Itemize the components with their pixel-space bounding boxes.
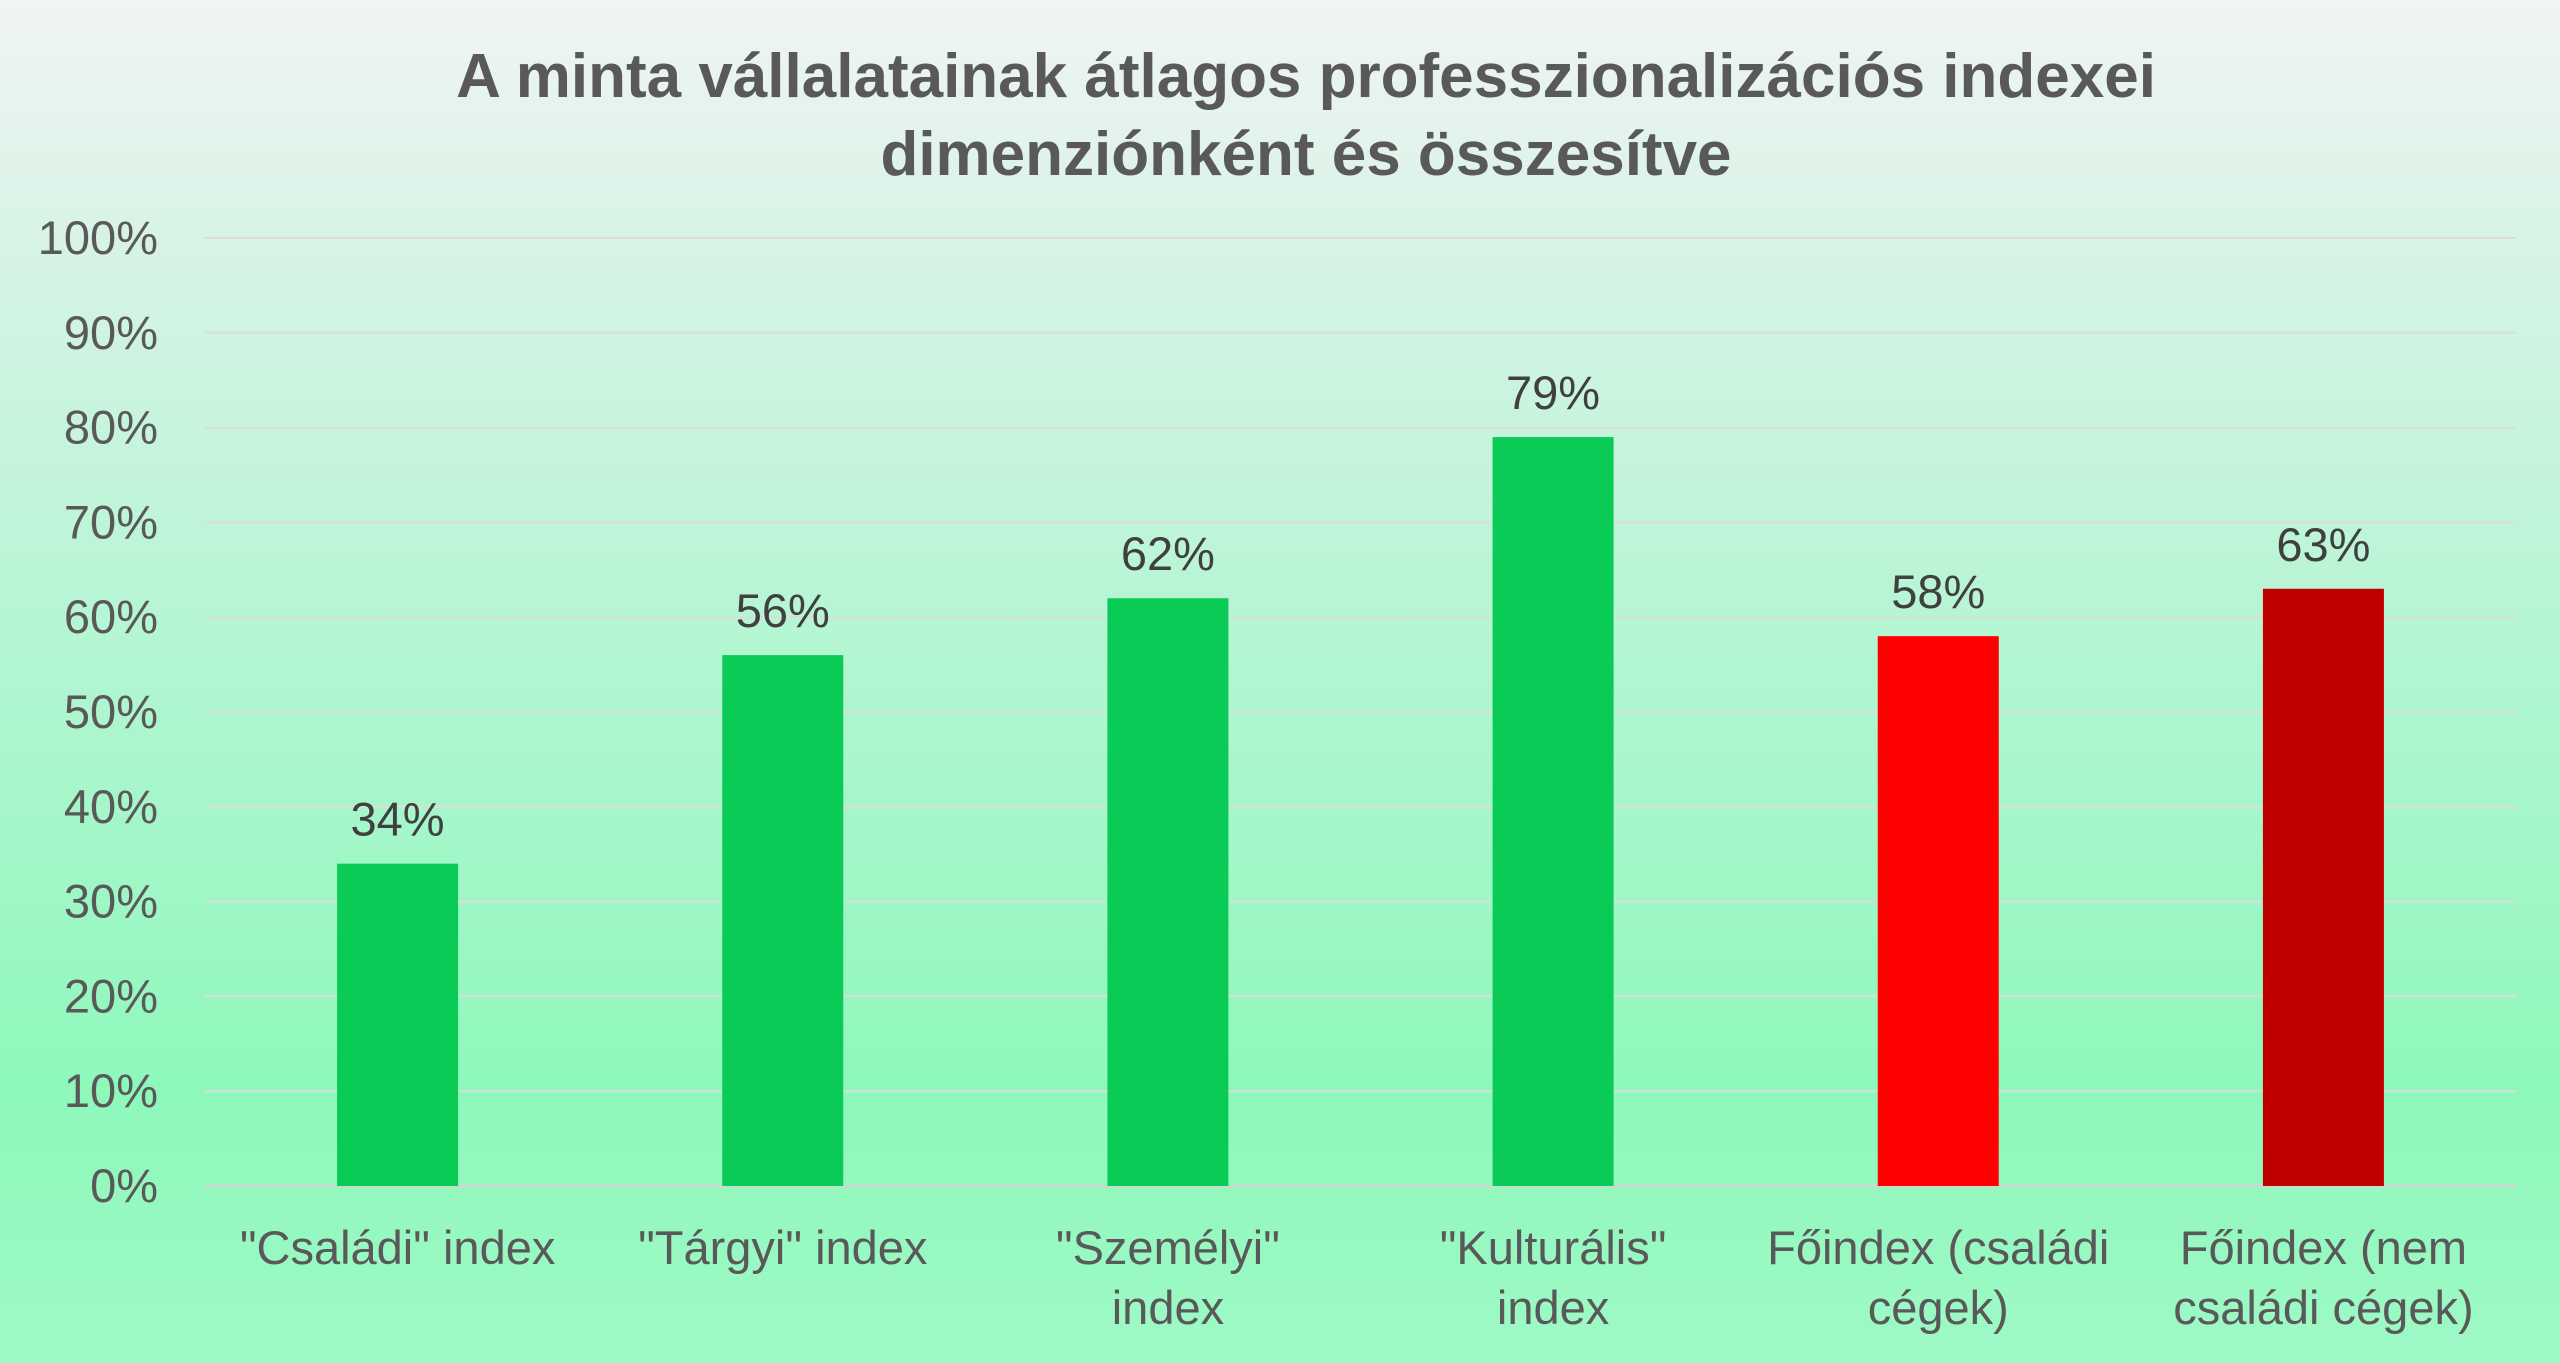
bars [337, 437, 2384, 1187]
chart-title: A minta vállalatainak átlagos professzio… [0, 38, 2560, 194]
x-tick-label: Főindex (családi cégek) [1767, 1221, 2109, 1334]
bar [722, 655, 844, 1186]
chart-title-line-1: A minta vállalatainak átlagos professzio… [456, 42, 2156, 111]
data-labels: 34% 56% 62% 79% 58% 63% [351, 366, 2371, 846]
gridlines [205, 237, 2516, 1188]
bar [1877, 636, 1999, 1186]
bar [2262, 588, 2384, 1186]
x-axis: "Családi" index "Tárgyi" index "Személyi" i… [240, 1221, 2474, 1334]
chart-title-line-2: dimenziónként és összesítve [880, 120, 1732, 189]
y-tick-label: 50% [64, 685, 158, 738]
y-axis: 0% 10% 20% 30% 40% 50% 60% 70% 80% 90% 100% [38, 211, 158, 1212]
data-label: 79% [1506, 366, 1600, 419]
data-label: 34% [351, 793, 445, 846]
bar [337, 863, 459, 1186]
y-tick-label: 100% [38, 211, 158, 264]
y-tick-label: 60% [64, 590, 158, 643]
bar [1492, 437, 1614, 1187]
x-tick-label: "Tárgyi" index [638, 1221, 927, 1274]
data-label: 62% [1121, 527, 1215, 580]
y-tick-label: 0% [90, 1159, 158, 1212]
data-label: 63% [2276, 518, 2370, 571]
y-tick-label: 20% [64, 969, 158, 1022]
x-tick-label: "Kulturális" index [1440, 1221, 1667, 1334]
y-tick-label: 10% [64, 1064, 158, 1117]
data-label: 56% [736, 584, 830, 637]
x-tick-label: "Családi" index [240, 1221, 556, 1274]
y-tick-label: 40% [64, 780, 158, 833]
y-tick-label: 30% [64, 875, 158, 928]
x-tick-label: "Személyi" index [1056, 1221, 1280, 1334]
bar [1107, 598, 1229, 1186]
y-tick-label: 90% [64, 306, 158, 359]
y-tick-label: 80% [64, 401, 158, 454]
data-label: 58% [1891, 565, 1985, 618]
x-tick-label: Főindex (nem családi cégek) [2173, 1221, 2473, 1334]
y-tick-label: 70% [64, 495, 158, 548]
